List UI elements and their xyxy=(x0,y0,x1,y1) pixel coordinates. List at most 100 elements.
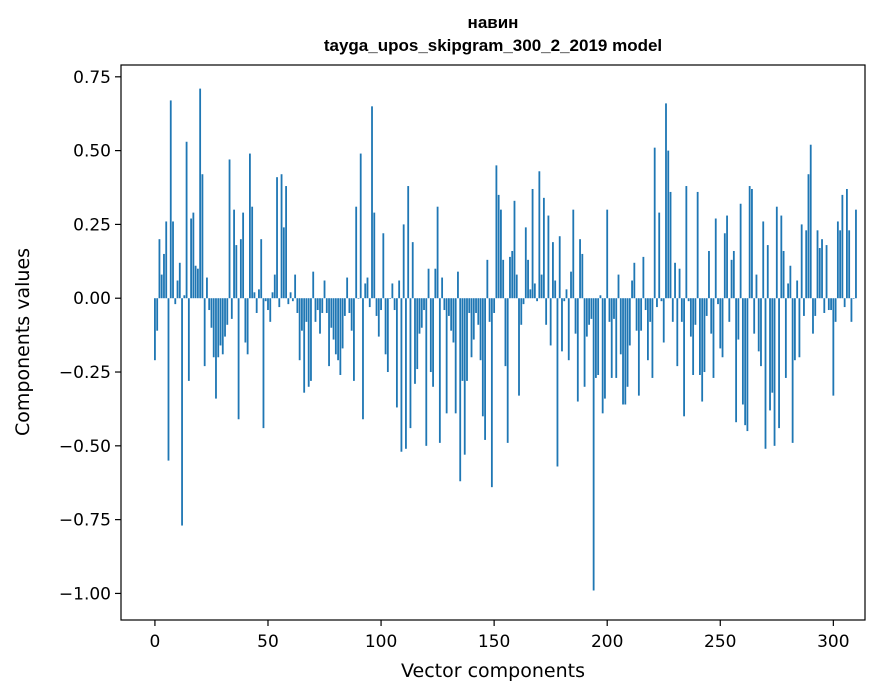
bar xyxy=(807,174,810,299)
bar xyxy=(604,298,606,399)
bar xyxy=(167,298,170,461)
x-axis-label: Vector components xyxy=(401,660,585,682)
bar xyxy=(185,141,188,299)
bar xyxy=(463,298,466,455)
bar xyxy=(515,274,518,299)
bar xyxy=(192,212,195,299)
bar xyxy=(542,197,545,299)
bar xyxy=(656,298,658,308)
bar xyxy=(825,245,828,299)
bar xyxy=(201,174,204,299)
bar xyxy=(671,298,674,322)
bar xyxy=(230,298,233,319)
bar xyxy=(576,298,579,402)
bar xyxy=(488,298,491,322)
bar xyxy=(264,298,267,302)
bar xyxy=(187,298,190,381)
bar xyxy=(210,298,213,328)
bar xyxy=(402,224,405,299)
bar xyxy=(606,209,609,299)
bar xyxy=(649,298,652,322)
bar xyxy=(328,298,330,367)
bar xyxy=(536,298,538,302)
bar xyxy=(172,221,174,299)
bar xyxy=(694,298,697,325)
bar xyxy=(626,298,629,387)
bar xyxy=(601,298,604,414)
bar xyxy=(723,233,726,299)
bar xyxy=(366,277,369,299)
plot-frame xyxy=(120,64,866,621)
bar xyxy=(592,298,595,591)
bar xyxy=(504,298,507,367)
bar xyxy=(728,298,731,322)
bar xyxy=(685,186,688,299)
bar xyxy=(540,274,543,299)
bar xyxy=(443,298,446,311)
bar xyxy=(445,298,448,414)
bar xyxy=(208,298,211,311)
bar xyxy=(212,298,215,358)
bar xyxy=(375,298,378,316)
bar xyxy=(319,298,321,334)
bar xyxy=(633,262,636,299)
bar xyxy=(160,274,163,299)
bar xyxy=(599,295,602,299)
bar xyxy=(206,277,208,299)
bar xyxy=(689,298,692,337)
bar xyxy=(380,298,382,311)
bar xyxy=(834,298,837,322)
bar xyxy=(409,298,412,429)
bar xyxy=(581,253,584,299)
bar xyxy=(780,215,783,299)
bar xyxy=(714,218,717,299)
bar xyxy=(762,221,765,299)
bar xyxy=(533,283,536,299)
x-tick-label: 100 xyxy=(365,632,397,652)
bar xyxy=(359,153,362,299)
bar xyxy=(667,150,670,299)
y-tick-label: 0.50 xyxy=(73,142,111,162)
bar xyxy=(258,289,260,299)
bar xyxy=(457,271,459,299)
bar xyxy=(832,298,835,396)
bar xyxy=(549,298,552,346)
bar xyxy=(588,298,591,325)
bar xyxy=(271,292,274,299)
bar xyxy=(608,298,611,322)
bar xyxy=(809,144,812,299)
bar xyxy=(741,298,744,405)
bar xyxy=(843,298,846,308)
bar xyxy=(798,298,801,358)
bar xyxy=(522,298,525,305)
bar xyxy=(651,298,654,378)
bar xyxy=(427,268,430,299)
bar xyxy=(262,298,265,429)
bar xyxy=(524,227,527,299)
bar xyxy=(680,298,683,322)
bar xyxy=(239,239,242,299)
bar xyxy=(683,298,685,417)
bar xyxy=(432,298,434,387)
bar xyxy=(712,298,715,378)
bar xyxy=(746,298,749,432)
bar xyxy=(490,298,493,488)
bar xyxy=(755,274,758,299)
bar xyxy=(771,298,774,393)
bar xyxy=(782,250,785,299)
bar xyxy=(585,298,588,337)
y-axis: 0.75 0.50 0.25 0.00 −0.25 −0.50 −0.75 −1.00 xyxy=(59,68,121,604)
bar xyxy=(418,298,421,334)
bar xyxy=(509,256,511,299)
bar xyxy=(400,298,403,452)
bar xyxy=(502,259,505,299)
bar xyxy=(506,298,509,443)
bar xyxy=(644,298,647,311)
bar xyxy=(554,280,557,299)
bar xyxy=(821,239,823,299)
bar xyxy=(538,171,541,299)
bar xyxy=(803,298,805,316)
bar xyxy=(278,298,281,308)
bar xyxy=(314,298,317,322)
